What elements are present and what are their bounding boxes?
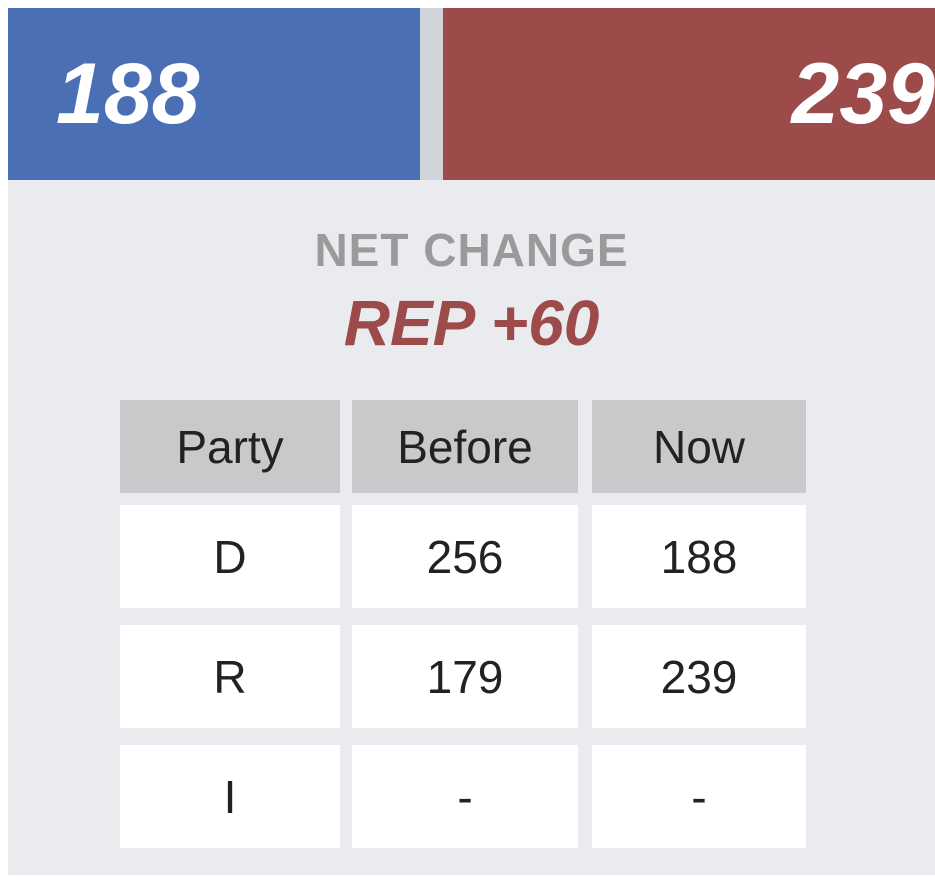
- table-cell: I: [120, 745, 340, 848]
- header-cell: Party: [120, 400, 340, 493]
- table-cell: 239: [592, 625, 806, 728]
- table-cell: 179: [352, 625, 578, 728]
- net-change-label: NET CHANGE: [314, 224, 629, 276]
- table-cell: 256: [352, 505, 578, 608]
- rep-score: 239: [791, 46, 935, 142]
- table-cell: -: [592, 745, 806, 848]
- dem-score: 188: [56, 46, 200, 142]
- header-cell: Now: [592, 400, 806, 493]
- rep-score-box: 239: [443, 8, 935, 180]
- table-cell: D: [120, 505, 340, 608]
- table-cell: 188: [592, 505, 806, 608]
- dem-score-box: 188: [8, 8, 420, 180]
- divider: [420, 8, 443, 180]
- table-cell: -: [352, 745, 578, 848]
- header-cell: Before: [352, 400, 578, 493]
- net-change-value: REP +60: [343, 287, 600, 359]
- table-cell: R: [120, 625, 340, 728]
